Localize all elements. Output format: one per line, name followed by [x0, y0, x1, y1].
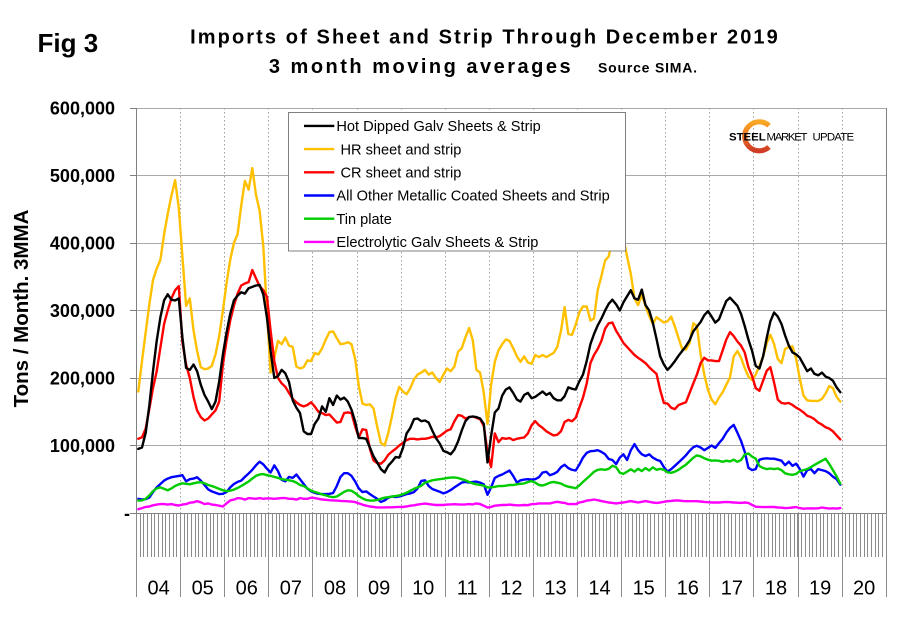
svg-text:All Other Metallic Coated Shee: All Other Metallic Coated Sheets and Str… — [336, 189, 609, 205]
svg-text:STEEL: STEEL — [729, 132, 766, 144]
svg-text:07: 07 — [280, 578, 302, 600]
svg-text:05: 05 — [192, 578, 214, 600]
svg-text:400,000: 400,000 — [50, 233, 115, 253]
svg-text:UPDATE: UPDATE — [813, 132, 855, 144]
svg-text:13: 13 — [544, 578, 566, 600]
svg-text:06: 06 — [236, 578, 258, 600]
svg-text:08: 08 — [324, 578, 346, 600]
svg-text:10: 10 — [412, 578, 434, 600]
svg-text:CR sheet and strip: CR sheet and strip — [336, 166, 461, 182]
svg-text:19: 19 — [809, 578, 831, 600]
svg-text:12: 12 — [500, 578, 522, 600]
svg-text:MARKET: MARKET — [767, 132, 808, 144]
svg-text:Fig 3: Fig 3 — [38, 28, 99, 58]
svg-text:200,000: 200,000 — [50, 368, 115, 388]
svg-text:300,000: 300,000 — [50, 301, 115, 321]
svg-text:18: 18 — [765, 578, 787, 600]
svg-text:HR sheet and strip: HR sheet and strip — [336, 142, 461, 158]
svg-text:20: 20 — [853, 578, 875, 600]
svg-text:500,000: 500,000 — [50, 166, 115, 186]
svg-text:600,000: 600,000 — [50, 98, 115, 118]
svg-text:Hot Dipped Galv Sheets & Strip: Hot Dipped Galv Sheets & Strip — [336, 119, 540, 135]
svg-text:Tons / Month. 3MMA: Tons / Month. 3MMA — [10, 209, 33, 407]
svg-text:Electrolytic Galv Sheets & Str: Electrolytic Galv Sheets & Strip — [336, 235, 538, 251]
svg-text:11: 11 — [457, 578, 478, 600]
svg-text:14: 14 — [588, 578, 610, 600]
svg-text:17: 17 — [721, 578, 743, 600]
svg-text:Tin plate: Tin plate — [336, 212, 391, 228]
svg-text:Source SIMA.: Source SIMA. — [598, 60, 698, 76]
svg-text:-: - — [124, 503, 130, 523]
svg-text:15: 15 — [633, 578, 655, 600]
svg-text:09: 09 — [368, 578, 390, 600]
svg-text:100,000: 100,000 — [50, 436, 115, 456]
svg-text:3 month moving averages: 3 month moving averages — [269, 56, 573, 78]
svg-text:Imports of Sheet and Strip Thr: Imports of Sheet and Strip Through Decem… — [190, 27, 780, 49]
svg-text:16: 16 — [677, 578, 699, 600]
svg-text:04: 04 — [147, 578, 169, 600]
